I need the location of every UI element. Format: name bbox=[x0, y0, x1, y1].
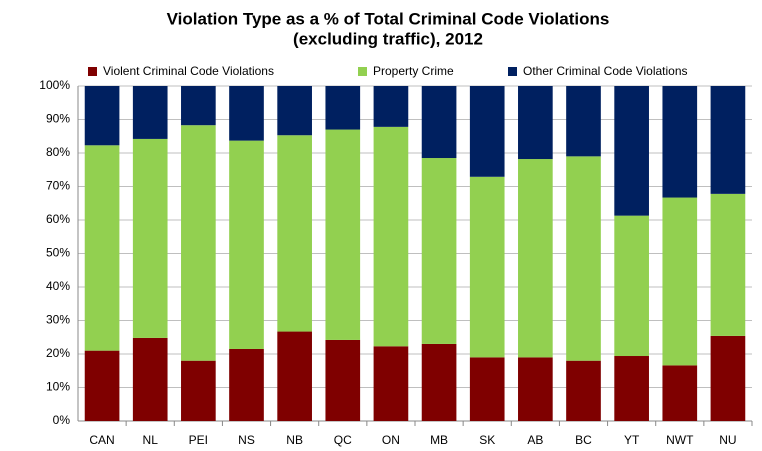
bar-segment bbox=[181, 125, 216, 361]
y-tick-label: 60% bbox=[46, 212, 70, 226]
bar-segment bbox=[614, 86, 649, 216]
x-tick-label: AB bbox=[527, 433, 543, 447]
legend-swatch bbox=[508, 67, 517, 76]
bar-segment bbox=[421, 158, 457, 344]
bar-segment bbox=[566, 156, 601, 361]
legend-swatch bbox=[88, 67, 97, 76]
y-tick-label: 20% bbox=[46, 346, 70, 360]
x-tick-label: YT bbox=[624, 433, 640, 447]
x-tick-label: PEI bbox=[189, 433, 208, 447]
y-tick-label: 50% bbox=[46, 246, 70, 260]
bar-segment bbox=[566, 360, 601, 421]
bar-segment bbox=[84, 145, 120, 351]
x-tick-label: ON bbox=[382, 433, 400, 447]
bar-segment bbox=[469, 357, 505, 421]
bar-segment bbox=[710, 86, 746, 194]
bar-segment bbox=[421, 86, 457, 159]
bar-segment bbox=[181, 86, 216, 126]
x-tick-label: BC bbox=[575, 433, 592, 447]
y-tick-label: 30% bbox=[46, 313, 70, 327]
bar-segment bbox=[469, 176, 505, 358]
y-tick-label: 100% bbox=[39, 78, 70, 92]
bar-segment bbox=[277, 135, 312, 332]
bar-segment bbox=[229, 348, 264, 421]
chart-title: Violation Type as a % of Total Criminal … bbox=[167, 9, 610, 28]
bar-segment bbox=[325, 86, 361, 130]
y-tick-label: 70% bbox=[46, 179, 70, 193]
bar-segment bbox=[132, 138, 168, 338]
bar-segment bbox=[421, 343, 457, 421]
legend-label: Violent Criminal Code Violations bbox=[103, 64, 274, 78]
bar-segment bbox=[325, 129, 361, 340]
x-tick-label: NB bbox=[286, 433, 303, 447]
bar-segment bbox=[662, 365, 698, 421]
legend-label: Other Criminal Code Violations bbox=[523, 64, 688, 78]
legend-label: Property Crime bbox=[373, 64, 454, 78]
bar-segment bbox=[229, 86, 264, 141]
bar-segment bbox=[518, 357, 553, 421]
x-tick-label: NL bbox=[143, 433, 159, 447]
bar-segment bbox=[469, 86, 505, 177]
bar-segment bbox=[373, 346, 409, 421]
x-tick-label: NWT bbox=[666, 433, 694, 447]
bar-segment bbox=[662, 197, 698, 366]
bar-segment bbox=[662, 86, 698, 198]
bar-segment bbox=[614, 215, 649, 357]
bar-segment bbox=[710, 335, 746, 421]
x-tick-label: NS bbox=[238, 433, 255, 447]
y-tick-label: 80% bbox=[46, 145, 70, 159]
y-tick-label: 0% bbox=[53, 413, 71, 427]
x-tick-label: CAN bbox=[89, 433, 114, 447]
bar-segment bbox=[277, 331, 312, 421]
bar-segment bbox=[710, 193, 746, 336]
chart-title: (excluding traffic), 2012 bbox=[293, 29, 483, 48]
bar-segment bbox=[132, 86, 168, 139]
bar-segment bbox=[614, 356, 649, 421]
x-tick-label: QC bbox=[334, 433, 352, 447]
bar-segment bbox=[566, 86, 601, 157]
bar-segment bbox=[132, 337, 168, 421]
bar-segment bbox=[518, 86, 553, 160]
y-tick-label: 40% bbox=[46, 279, 70, 293]
bar-segment bbox=[84, 350, 120, 421]
bar-segment bbox=[277, 86, 312, 136]
bar-segment bbox=[373, 126, 409, 347]
y-tick-label: 90% bbox=[46, 112, 70, 126]
bar-segment bbox=[518, 159, 553, 358]
legend-swatch bbox=[358, 67, 367, 76]
x-tick-label: SK bbox=[479, 433, 495, 447]
bar-segment bbox=[325, 339, 361, 421]
bar-segment bbox=[229, 140, 264, 349]
y-tick-label: 10% bbox=[46, 380, 70, 394]
x-tick-label: NU bbox=[719, 433, 736, 447]
bar-segment bbox=[373, 86, 409, 127]
bar-segment bbox=[84, 86, 120, 146]
x-tick-label: MB bbox=[430, 433, 448, 447]
bar-segment bbox=[181, 360, 216, 421]
